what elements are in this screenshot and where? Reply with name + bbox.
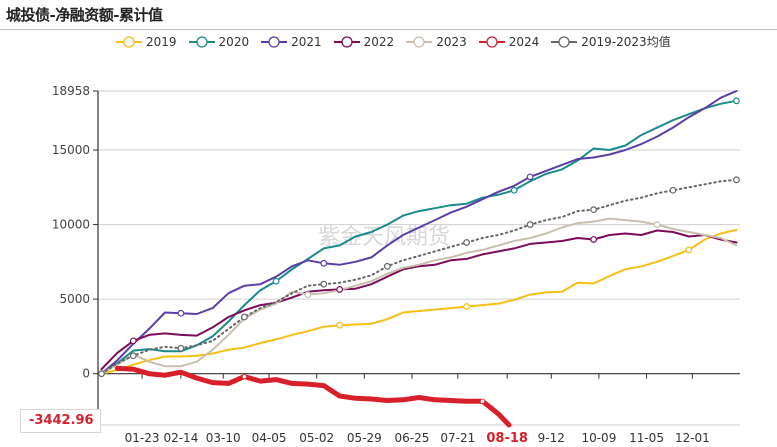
legend-item-2022[interactable]: 2022 — [333, 34, 395, 49]
data-point — [383, 262, 391, 270]
data-point — [177, 309, 185, 317]
series-line-2019-2023均值 — [100, 178, 738, 375]
data-point — [129, 337, 137, 345]
data-point — [463, 303, 471, 310]
series-line-2023 — [100, 217, 738, 375]
x-tick-label: 11-05 — [629, 431, 664, 445]
legend-label: 2020 — [218, 34, 250, 49]
data-point — [177, 344, 185, 352]
legend-label: 2024 — [508, 34, 540, 49]
data-point — [272, 277, 280, 285]
legend-item-2019[interactable]: 2019 — [116, 35, 177, 49]
data-point — [653, 221, 661, 228]
data-point — [336, 286, 344, 293]
x-tick-label: 07-21 — [440, 431, 475, 445]
legend-item-2019-2023均值[interactable]: 2019-2023均值 — [551, 33, 671, 50]
data-point — [590, 206, 598, 214]
x-tick-label: 03-10 — [206, 431, 241, 445]
series-line-2019 — [100, 228, 738, 375]
x-tick-label: 01-23 — [125, 431, 160, 445]
data-point — [733, 97, 740, 105]
data-point — [526, 221, 534, 228]
data-point — [480, 399, 485, 404]
legend-label: 2021 — [291, 34, 322, 49]
data-point — [242, 374, 247, 379]
y-tick-label: 18958 — [52, 84, 90, 98]
data-point — [129, 352, 137, 360]
data-point — [240, 313, 248, 321]
title-divider — [0, 29, 777, 30]
legend-marker-icon — [406, 35, 433, 48]
data-point — [320, 259, 328, 267]
chart-title: 城投债-净融资额-累计值 — [6, 6, 163, 24]
legend-marker-icon — [116, 35, 142, 48]
data-point — [669, 186, 677, 194]
x-tick-label: 04-05 — [252, 431, 287, 445]
legend-label: 2023 — [436, 34, 467, 49]
legend-item-2021[interactable]: 2021 — [261, 35, 322, 49]
data-point — [304, 291, 312, 299]
data-point — [336, 321, 344, 329]
data-point — [526, 173, 534, 181]
data-point — [463, 239, 471, 246]
series-line-2020 — [100, 99, 738, 375]
y-tick-label: 0 — [82, 367, 90, 381]
legend-item-2020[interactable]: 2020 — [188, 34, 250, 49]
legend-label: 2022 — [363, 34, 395, 49]
legend-marker-icon — [551, 35, 578, 48]
legend: 2019 2020 2021 2022 2023 2024 2019-2023均值 — [116, 33, 683, 50]
data-point — [733, 176, 740, 184]
x-tick-label: 02-14 — [163, 431, 198, 445]
legend-marker-icon — [188, 35, 215, 48]
y-tick-label: 10000 — [52, 218, 90, 232]
data-point — [685, 246, 693, 254]
legend-marker-icon — [333, 35, 360, 48]
legend-label: 2019 — [146, 34, 177, 49]
series-line-2021 — [100, 90, 738, 375]
data-point — [590, 236, 598, 243]
y-min-label: -3442.96 — [20, 409, 101, 433]
legend-marker-icon — [478, 35, 505, 48]
x-tick-label: 05-02 — [299, 431, 334, 445]
x-tick-label: 05-29 — [347, 431, 382, 445]
legend-item-2023[interactable]: 2023 — [406, 35, 467, 49]
x-tick-label: 12-01 — [675, 431, 710, 445]
legend-label: 2019-2023均值 — [581, 35, 671, 49]
series-line-2022 — [100, 229, 738, 371]
x-tick-label: 9-12 — [538, 431, 565, 445]
series-line-2024 — [114, 365, 512, 428]
x-tick-label: 06-25 — [395, 431, 430, 445]
y-tick-label: 15000 — [52, 143, 90, 157]
x-tick-label: 08-18 — [486, 431, 528, 446]
x-tick-label: 10-09 — [581, 431, 616, 445]
data-point — [320, 280, 328, 288]
legend-marker-icon — [261, 35, 288, 48]
data-point — [98, 370, 105, 378]
legend-item-2024[interactable]: 2024 — [478, 34, 540, 49]
data-point — [510, 186, 518, 194]
y-tick-label: 5000 — [59, 292, 90, 306]
